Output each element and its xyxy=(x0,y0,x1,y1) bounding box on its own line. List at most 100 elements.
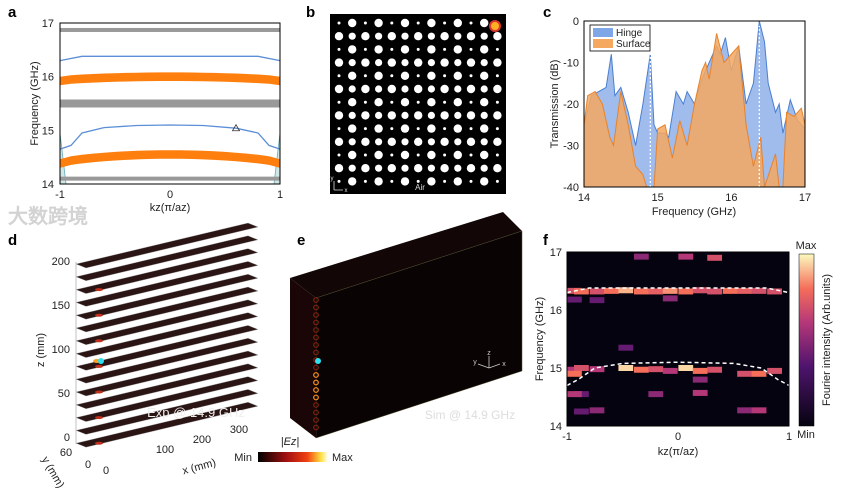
heatmap-cell xyxy=(589,366,605,373)
heatmap-cell xyxy=(767,367,782,374)
lattice-panel xyxy=(330,14,506,194)
hinge-band-line xyxy=(59,124,281,150)
axes-triad xyxy=(477,356,501,369)
lattice-hole xyxy=(453,177,462,186)
lattice-hole xyxy=(440,32,449,41)
y-tick-label: 14 xyxy=(42,179,54,191)
lattice-hole xyxy=(337,127,341,131)
field-spot xyxy=(95,390,103,394)
heatmap-cell xyxy=(678,253,694,260)
heatmap-cell xyxy=(722,287,738,294)
triangle-marker xyxy=(231,123,241,132)
surface-band xyxy=(60,150,280,168)
field-spot xyxy=(95,441,103,445)
x-tick-label: 0 xyxy=(675,431,681,443)
field-ring xyxy=(313,394,319,401)
x-tick-label: 300 xyxy=(230,424,248,436)
lattice-hole xyxy=(348,138,356,146)
lattice-hole xyxy=(466,164,476,173)
lattice-hole xyxy=(337,21,341,25)
lattice-hole xyxy=(427,32,435,40)
lattice-hole xyxy=(466,84,476,94)
field-ring xyxy=(313,387,319,393)
lattice-hole xyxy=(337,47,341,51)
lattice-hole xyxy=(337,100,341,104)
measurement-layer xyxy=(75,235,259,282)
x-tick-label: 16 xyxy=(725,192,737,204)
dashed-guide xyxy=(566,361,790,387)
heatmap-cell xyxy=(589,288,605,295)
x-tick-label: 200 xyxy=(193,434,211,446)
x-tick-label: 17 xyxy=(799,192,811,204)
lattice-hole xyxy=(469,47,473,51)
lattice-hole xyxy=(374,98,383,107)
lattice-hole xyxy=(401,59,409,67)
heatmap-cell xyxy=(567,296,582,303)
lattice-hole xyxy=(337,74,341,78)
field-ring xyxy=(313,409,319,416)
lattice-hole xyxy=(401,85,409,93)
lattice-hole xyxy=(348,59,356,67)
lattice-hole xyxy=(361,58,370,67)
sim-box xyxy=(290,212,523,439)
panel-label-c: c xyxy=(543,4,552,21)
lattice-hole xyxy=(400,150,410,160)
lattice-hole xyxy=(427,45,436,54)
y-tick-label: 0 xyxy=(103,465,109,477)
field-ring xyxy=(313,417,319,423)
lattice-hole xyxy=(387,137,396,146)
lattice-hole xyxy=(414,111,423,120)
measurement-layer xyxy=(75,325,259,371)
lattice-hole xyxy=(361,32,370,41)
lattice-hole xyxy=(480,45,489,54)
lattice-hole xyxy=(443,100,447,104)
axis-y-label: y xyxy=(473,359,477,366)
heatmap-cell xyxy=(662,287,678,294)
y-tick-label: 17 xyxy=(42,18,54,30)
lattice-hole xyxy=(453,45,462,54)
measurement-layer xyxy=(75,350,259,397)
lattice-hole xyxy=(374,71,383,81)
y-tick-label: 17 xyxy=(550,247,562,259)
lattice-hole xyxy=(466,58,476,67)
field-ring xyxy=(313,364,319,371)
measurement-layer xyxy=(75,273,259,320)
fourier-colorbar xyxy=(798,253,815,427)
legend-swatch xyxy=(593,28,613,37)
lattice-hole xyxy=(387,111,396,120)
lattice-hole xyxy=(453,98,462,107)
colorbar-title: Fourier intensity (Arb.units) xyxy=(821,274,833,406)
field-ring xyxy=(313,372,319,378)
lattice-hole xyxy=(453,18,462,28)
heatmap-cell xyxy=(662,295,678,302)
y-tick-label: 15 xyxy=(550,363,562,375)
lattice-hole xyxy=(334,164,344,173)
field-ring xyxy=(313,312,319,318)
lattice-hole xyxy=(427,124,436,133)
lattice-hole xyxy=(469,74,473,78)
surface-band xyxy=(60,72,280,86)
lattice-hole xyxy=(427,164,435,172)
measurement-layer xyxy=(75,299,259,346)
y-tick-label: 60 xyxy=(60,447,72,459)
axis-x-label: x xyxy=(502,361,506,368)
lattice-hole xyxy=(495,127,499,131)
lattice-hole xyxy=(363,179,367,183)
lattice-hole xyxy=(387,164,396,173)
measurement-layer xyxy=(75,337,259,384)
lattice-hole xyxy=(466,111,476,120)
lattice-hole xyxy=(334,84,344,94)
heatmap-cell xyxy=(692,287,708,294)
lattice-hole xyxy=(427,111,435,119)
lattice-hole xyxy=(348,32,356,40)
lattice-hole xyxy=(401,164,409,172)
heatmap-cell xyxy=(574,365,589,371)
y-tick-label: 15 xyxy=(42,125,54,137)
colorbar-max-label: Max xyxy=(332,452,353,464)
lattice-hole xyxy=(375,111,383,119)
x-tick-label: 0 xyxy=(167,189,173,201)
heatmap-cell xyxy=(567,370,582,377)
y-tick-label: -40 xyxy=(563,182,579,194)
panel-label-d: d xyxy=(8,232,18,249)
colorbar-max-label: Max xyxy=(796,240,817,252)
